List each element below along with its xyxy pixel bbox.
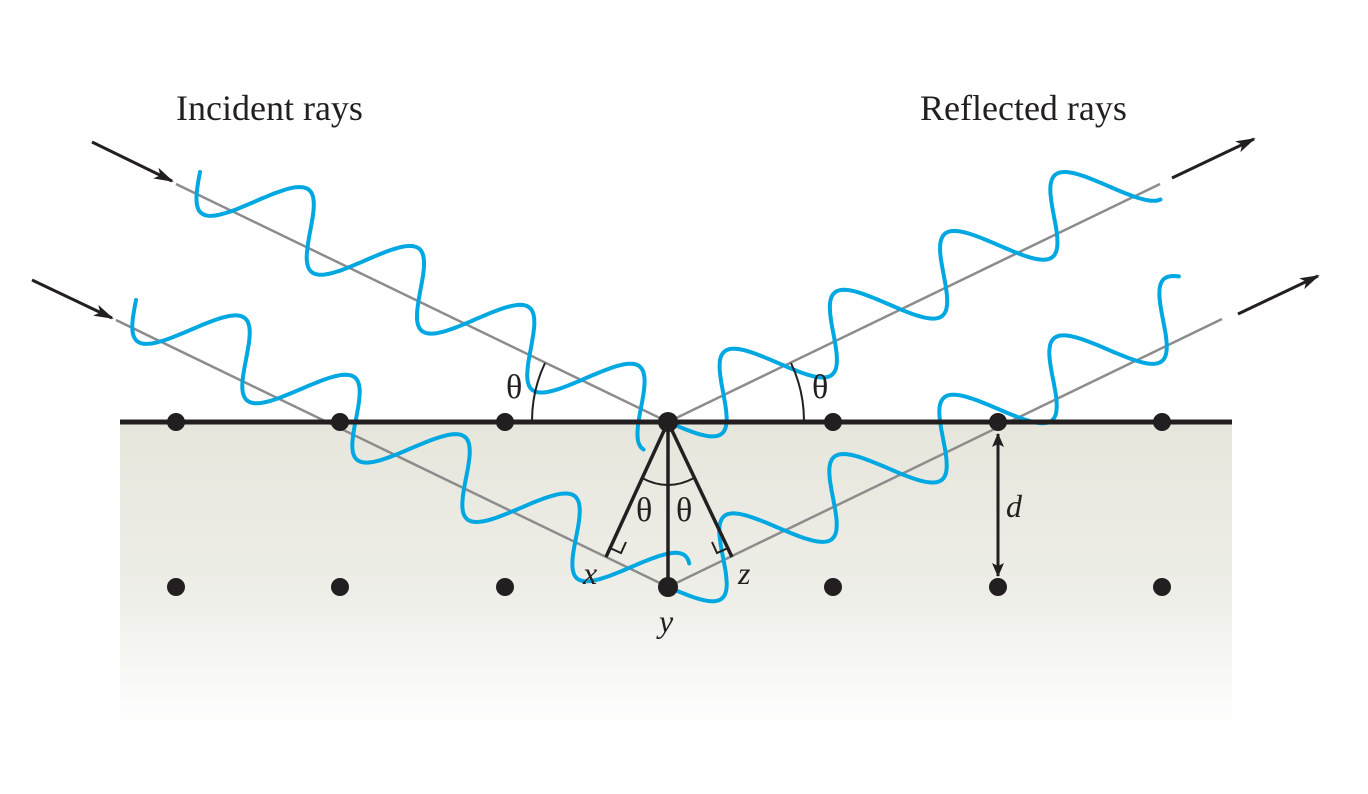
x-label: x <box>582 555 597 591</box>
lattice-atoms <box>167 412 1171 597</box>
y-label: y <box>656 603 674 639</box>
perpendicular-to-z <box>666 421 734 558</box>
incident-arrow-1 <box>91 140 174 183</box>
incident-angle-arc <box>530 362 546 423</box>
atom <box>331 578 349 596</box>
reflected-rays-label: Reflected rays <box>920 88 1127 128</box>
atom <box>658 412 678 432</box>
right-angle-z <box>711 541 729 555</box>
reflected-wave-1 <box>666 170 1163 439</box>
atom <box>167 578 185 596</box>
angle-arcs <box>530 362 806 486</box>
inner-angle-arc <box>641 477 695 486</box>
incident-rays-label: Incident rays <box>176 88 363 128</box>
theta-reflected-label: θ <box>812 369 828 406</box>
right-angle-x <box>609 541 627 555</box>
reflected-ray-1-line <box>667 182 1161 424</box>
z-label: z <box>737 555 751 591</box>
theta-incident-label: θ <box>506 369 522 406</box>
right-angle-marks <box>609 541 729 555</box>
incident-wave-1 <box>194 170 647 452</box>
reflected-arrow-2 <box>1237 274 1320 316</box>
atom <box>989 578 1007 596</box>
atom <box>1153 578 1171 596</box>
reflected-wave-2 <box>666 273 1181 604</box>
perpendicular-to-x <box>604 421 670 558</box>
atom <box>824 413 842 431</box>
incident-wave-2 <box>130 298 692 584</box>
waves <box>130 170 1181 604</box>
reflected-angle-arc <box>790 362 806 423</box>
atom <box>989 413 1007 431</box>
theta-inner-left-label: θ <box>636 492 652 529</box>
atom <box>496 578 514 596</box>
atom <box>496 413 514 431</box>
d-label: d <box>1006 488 1023 524</box>
atom <box>1153 413 1171 431</box>
incident-ray-1-line <box>175 182 669 424</box>
construction-lines <box>604 421 734 587</box>
crystal-body <box>120 422 1232 732</box>
atom <box>167 413 185 431</box>
atom <box>658 577 678 597</box>
incident-arrow-2 <box>31 278 114 320</box>
reflected-arrow-1 <box>1171 137 1256 180</box>
atom <box>824 578 842 596</box>
ray-arrows <box>31 137 1320 320</box>
theta-inner-right-label: θ <box>676 492 692 529</box>
atom <box>331 413 349 431</box>
